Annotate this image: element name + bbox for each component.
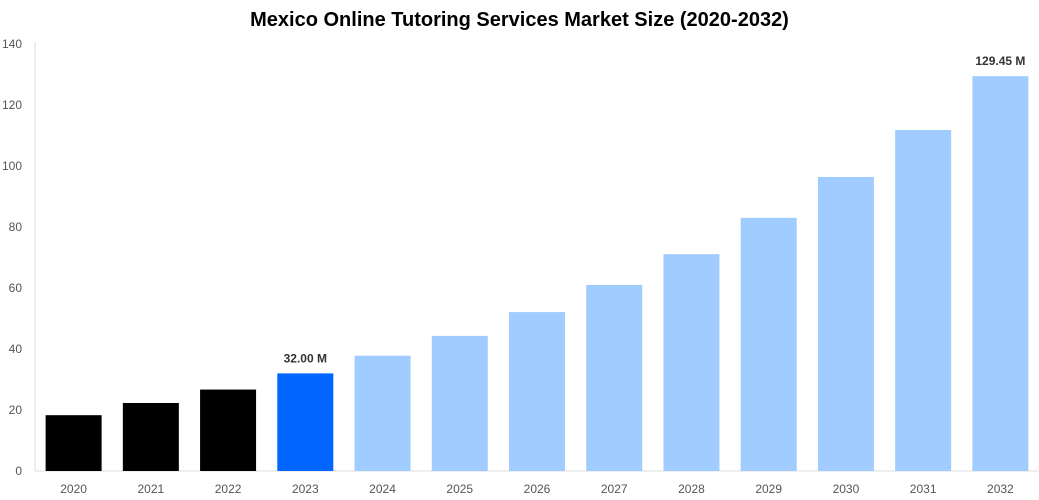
bar-2023 bbox=[277, 373, 334, 471]
x-tick-label: 2029 bbox=[755, 482, 782, 496]
y-tick-label: 80 bbox=[9, 220, 23, 234]
chart-title: Mexico Online Tutoring Services Market S… bbox=[250, 9, 789, 31]
bar-2031 bbox=[895, 130, 952, 471]
bar-2030 bbox=[817, 176, 874, 472]
bar-2029 bbox=[740, 217, 797, 471]
x-tick-label: 2022 bbox=[215, 482, 242, 496]
x-tick-label: 2020 bbox=[60, 482, 87, 496]
bar-2028 bbox=[663, 254, 720, 471]
bar-2024 bbox=[354, 355, 411, 471]
y-tick-label: 40 bbox=[9, 342, 23, 356]
bar-2022 bbox=[200, 389, 257, 471]
data-label: 32.00 M bbox=[284, 351, 327, 365]
x-tick-label: 2026 bbox=[524, 482, 551, 496]
y-tick-label: 100 bbox=[2, 159, 22, 173]
y-tick-label: 140 bbox=[2, 37, 22, 51]
x-tick-label: 2021 bbox=[137, 482, 164, 496]
x-tick-label: 2027 bbox=[601, 482, 628, 496]
y-tick-label: 60 bbox=[9, 281, 23, 295]
x-tick-label: 2023 bbox=[292, 482, 319, 496]
x-tick-label: 2024 bbox=[369, 482, 396, 496]
bar-2026 bbox=[509, 312, 565, 471]
bar-2027 bbox=[586, 284, 643, 471]
bar-2025 bbox=[431, 335, 488, 471]
x-tick-label: 2025 bbox=[446, 482, 473, 496]
y-tick-label: 120 bbox=[2, 98, 22, 112]
bar-2021 bbox=[122, 402, 179, 471]
bar-2032 bbox=[972, 76, 1029, 472]
x-tick-label: 2032 bbox=[987, 482, 1014, 496]
y-tick-label: 0 bbox=[15, 464, 22, 478]
bar-2020 bbox=[45, 415, 102, 471]
x-tick-label: 2031 bbox=[910, 482, 937, 496]
x-tick-label: 2030 bbox=[833, 482, 860, 496]
x-tick-label: 2028 bbox=[678, 482, 705, 496]
y-tick-label: 20 bbox=[9, 403, 23, 417]
data-label: 129.45 M bbox=[975, 54, 1025, 68]
